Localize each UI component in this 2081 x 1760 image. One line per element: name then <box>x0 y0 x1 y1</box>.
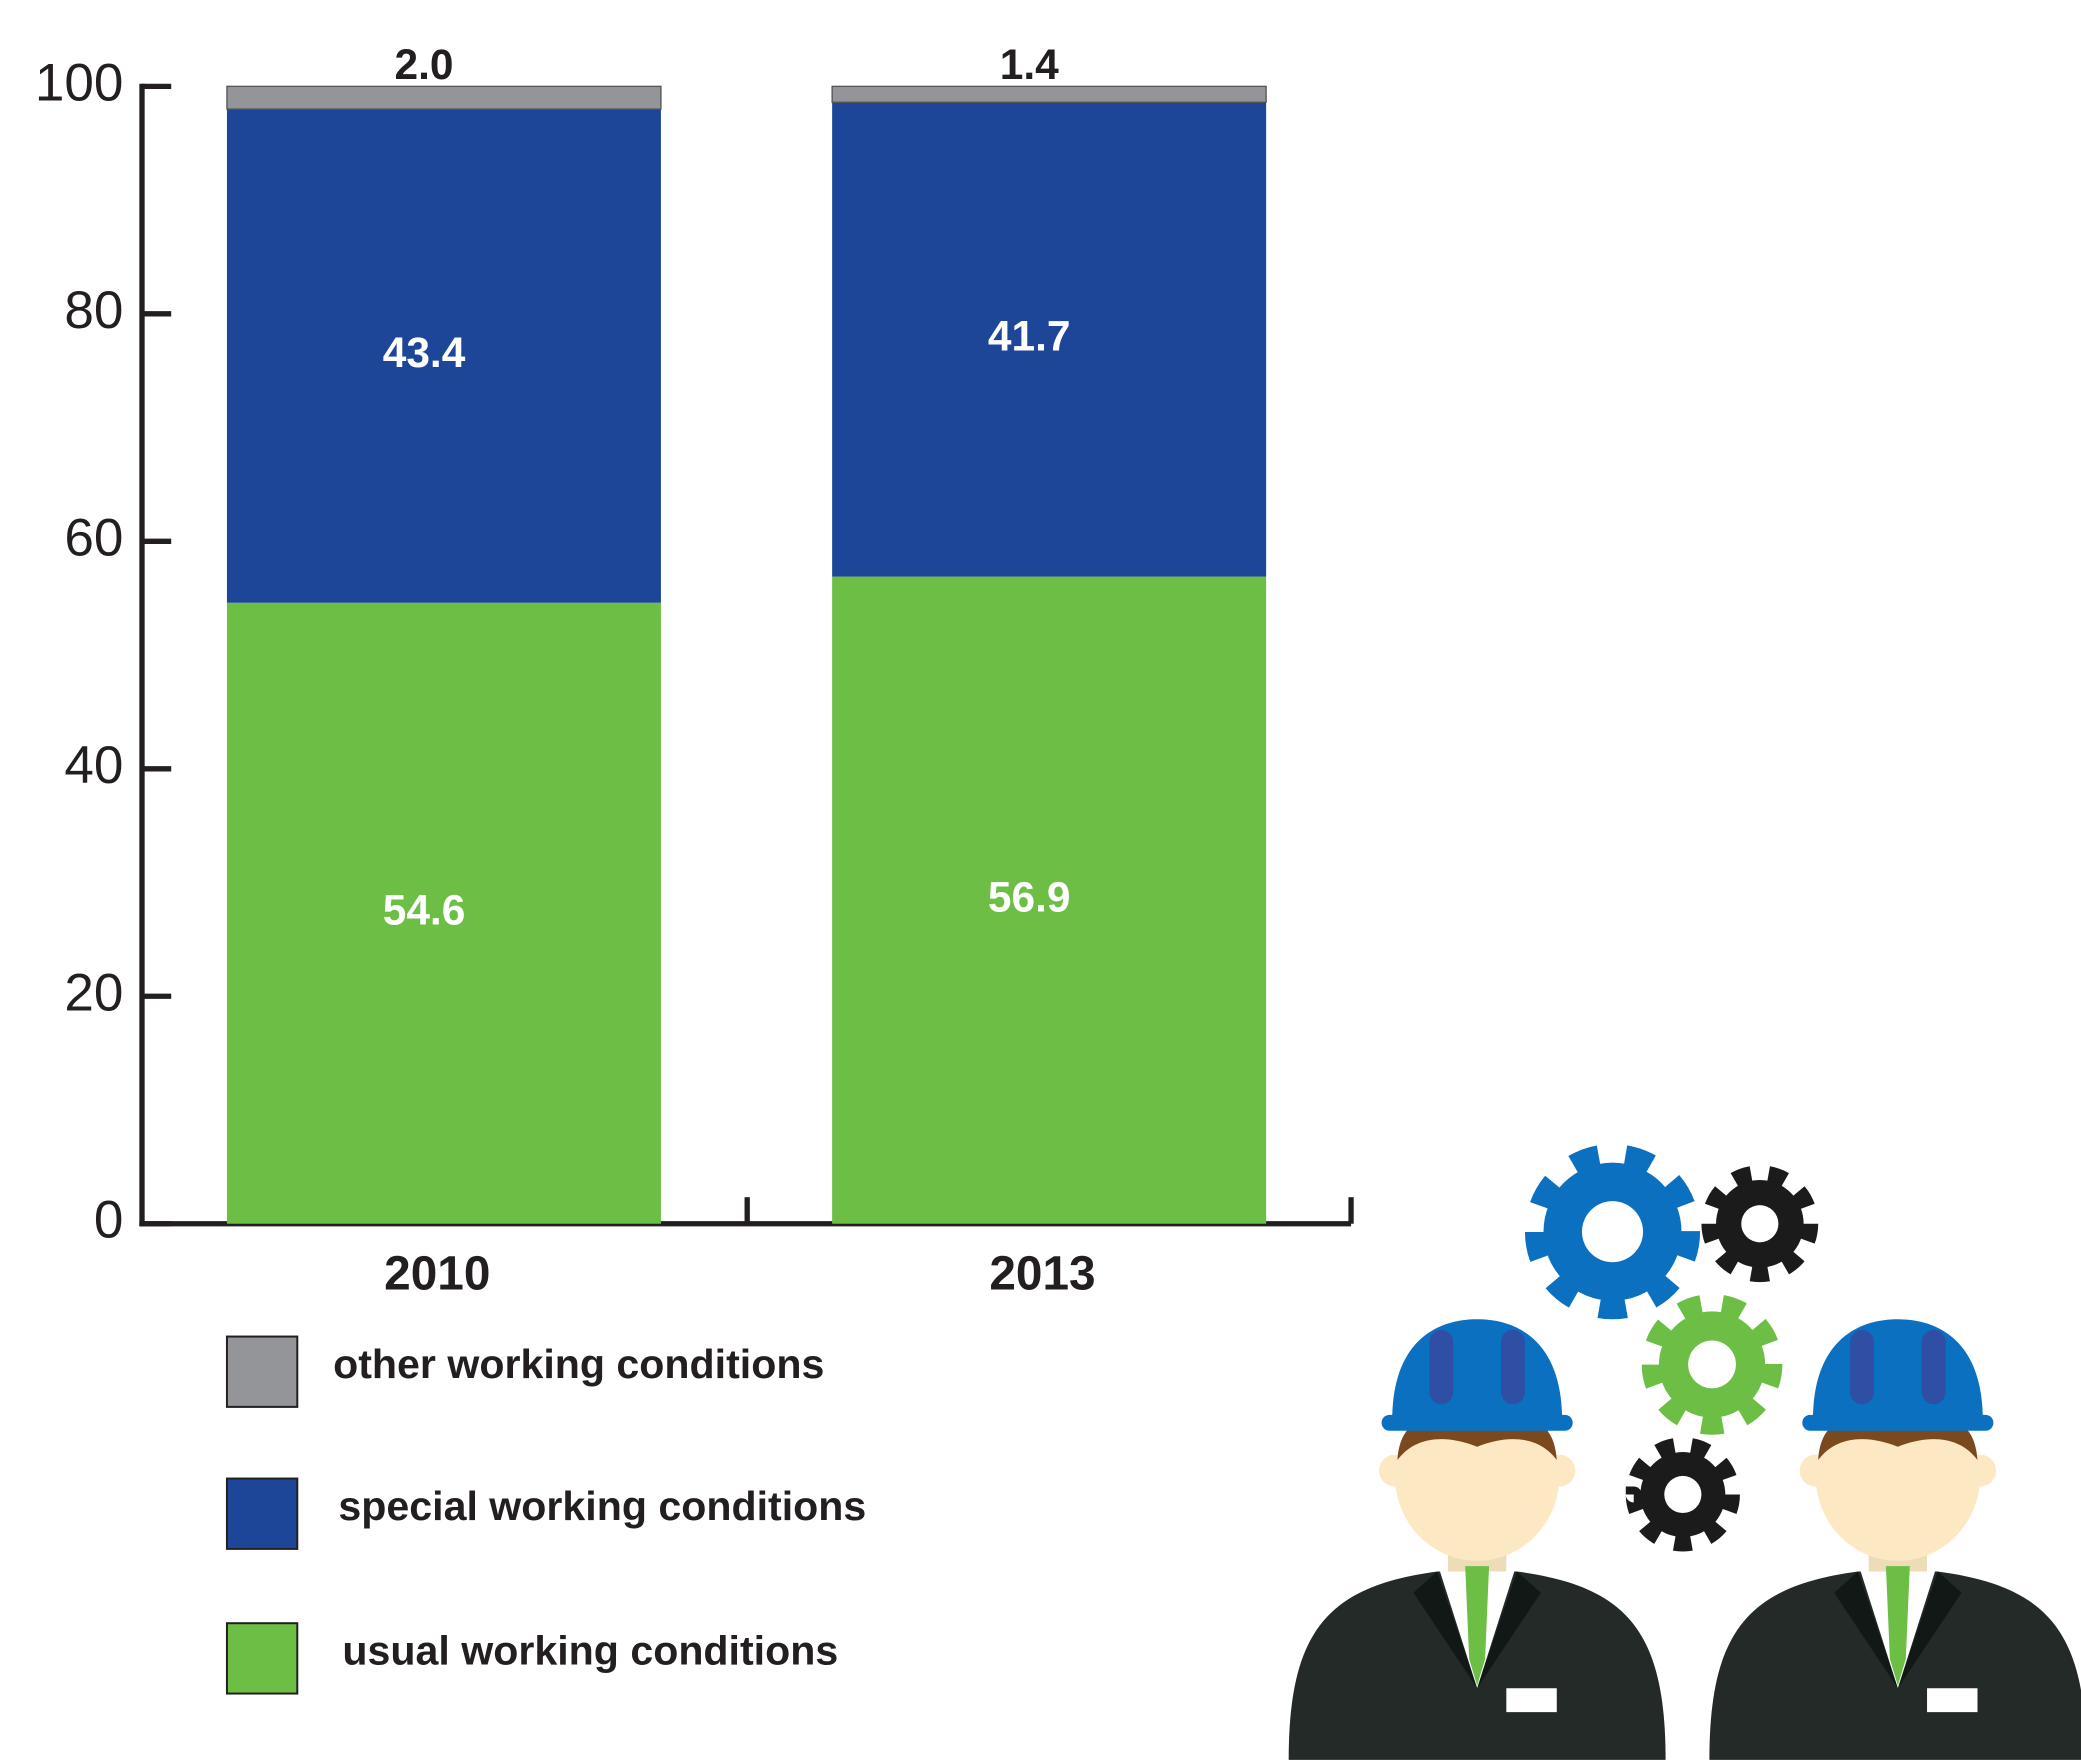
bar-segment <box>226 602 661 1224</box>
bar-segment <box>832 576 1267 1224</box>
gear-teeth <box>1641 1294 1783 1435</box>
y-tick-label: 100 <box>35 53 124 112</box>
gear-hole <box>1741 1205 1779 1243</box>
y-tick-label: 40 <box>64 736 123 795</box>
y-tick-label: 60 <box>64 508 123 567</box>
y-tick-label: 20 <box>64 963 123 1022</box>
bar-segment <box>226 109 661 603</box>
data-label: 54.6 <box>383 886 466 933</box>
gear-hole <box>1688 1340 1736 1389</box>
worker <box>1288 1319 1666 1760</box>
worker <box>1709 1319 2081 1760</box>
data-label: 2.0 <box>395 41 454 88</box>
gear-teeth <box>1625 1437 1740 1552</box>
legend-label: usual working conditions <box>342 1628 838 1674</box>
data-label: 1.4 <box>1000 41 1059 88</box>
gear <box>1524 1144 1819 1552</box>
legend-swatch <box>225 1622 299 1695</box>
gear-teeth <box>1524 1144 1701 1320</box>
legend-label: special working conditions <box>338 1483 866 1529</box>
y-tick-label: 0 <box>94 1191 124 1250</box>
x-tick-label: 2010 <box>384 1247 490 1300</box>
bar-segment <box>831 85 1267 103</box>
legend-swatch <box>225 1477 299 1550</box>
legend-swatch <box>225 1335 299 1408</box>
gear-hole <box>1581 1201 1644 1263</box>
legend-label: other working conditions <box>333 1341 824 1387</box>
gear-teeth <box>1701 1165 1819 1283</box>
bar-segment <box>226 85 662 110</box>
gear-hole <box>1664 1475 1702 1514</box>
data-label: 56.9 <box>988 873 1071 920</box>
bar-segment <box>832 102 1267 577</box>
y-tick-label: 80 <box>64 281 123 340</box>
data-label: 41.7 <box>988 313 1071 360</box>
x-tick-label: 2013 <box>989 1247 1095 1300</box>
data-label: 43.4 <box>383 329 466 376</box>
